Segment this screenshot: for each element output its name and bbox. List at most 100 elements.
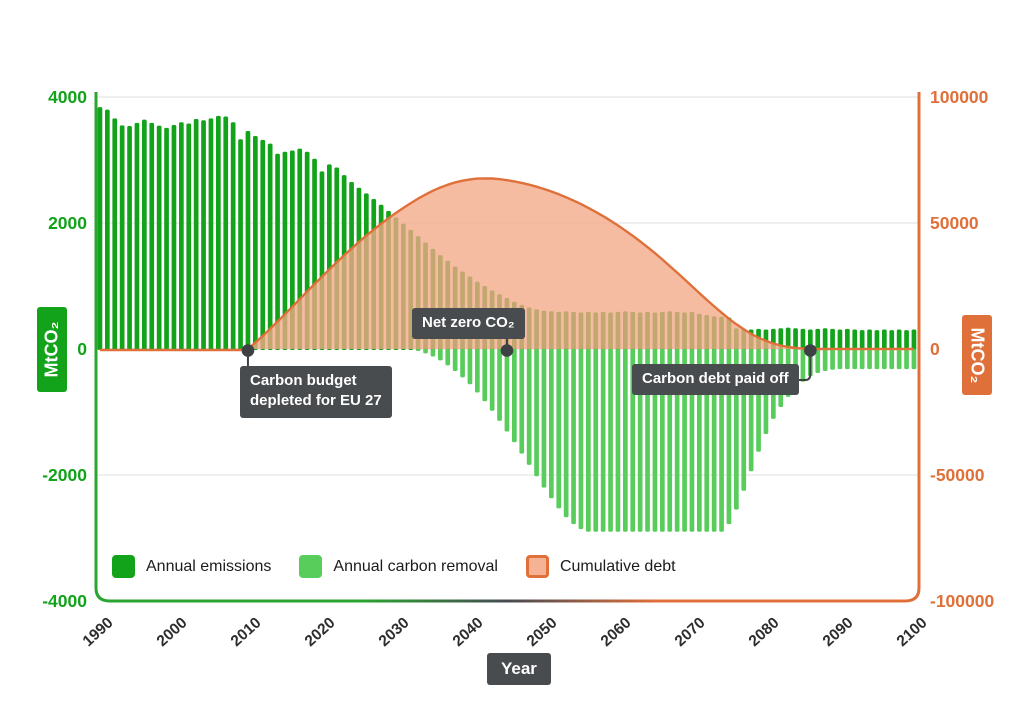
left-axis-tick: 4000 [48,87,87,107]
removal-bar [556,349,562,509]
removal-bar [415,349,421,351]
removal-bar [608,349,613,532]
right-axis-title: MtCO₂ [962,315,992,395]
carbon-budget-dot [241,344,255,357]
emissions-bar [216,115,221,351]
emissions-bar [874,330,880,350]
left-axis-tick: 2000 [48,213,87,233]
legend-item-cumulative-debt: Cumulative debt [525,555,676,578]
right-axis-tick: -100000 [930,591,994,611]
x-axis-tick: 2060 [598,614,635,650]
left-axis-title-text: MtCO₂ [41,321,62,378]
removal-bar [867,349,872,370]
removal-bar [800,349,806,382]
emissions-bar [112,118,118,350]
removal-bar [874,349,880,370]
removal-bar [445,349,451,366]
x-axis-tick: 2040 [450,614,487,650]
legend: Annual emissions Annual carbon removal C… [112,555,676,578]
emissions-bar [179,122,184,350]
emissions-bar [127,125,132,350]
removal-bar [845,349,850,370]
emissions-bar [119,125,125,350]
removal-bar [837,349,843,370]
x-axis-tick: 2010 [228,614,265,650]
x-axis-tick: 1990 [80,614,117,650]
removal-bar [600,349,606,532]
removal-bar [889,349,895,370]
removal-bar [623,349,628,532]
removal-bar [512,349,517,443]
emissions-bar [238,139,243,350]
debt-line [99,177,914,352]
removal-bar [904,349,909,370]
emissions-bar [845,328,850,350]
x-axis-tick: 2050 [524,614,561,650]
emissions-bar [911,329,917,350]
emissions-bar [793,328,798,350]
removal-bar [571,349,576,525]
removal-bar [896,349,902,370]
removal-bar [578,349,584,530]
annotation-carbon-budget-line2: depleted for EU 27 [250,392,382,410]
x-axis-tick: 2070 [672,614,709,650]
x-axis-tick: 2100 [894,614,931,650]
emissions-bar [275,153,280,350]
axis-frame [94,92,921,603]
right-axis-tick: -50000 [930,465,985,485]
emissions-bar [785,327,791,350]
legend-label: Annual carbon removal [333,557,498,575]
removal-swatch [299,555,323,578]
emissions-bar [171,125,177,350]
legend-item-annual-emissions: Annual emissions [112,555,271,578]
x-axis-title-text: Year [501,659,537,678]
x-axis-title: Year [487,653,551,685]
emissions-bar [230,122,236,350]
removal-bar [815,349,821,373]
emissions-bar [815,328,821,350]
emissions-bar [896,329,902,350]
left-axis-title: MtCO₂ [37,307,67,392]
net-zero-dot [500,344,514,357]
emissions-bar [134,122,140,350]
right-axis-tick: 50000 [930,213,979,233]
emissions-bar [882,329,887,350]
removal-bar [586,349,591,532]
removal-bar [423,349,428,354]
debt-area [99,178,914,350]
emissions-bar [852,329,858,350]
removal-bar [563,349,569,518]
removal-bar [460,349,465,378]
emissions-bar [260,139,266,350]
emissions-bar [889,330,895,350]
emissions-bar [223,116,229,350]
carbon-debt-dot [804,344,817,357]
removal-bar [593,349,599,532]
carbon-debt-connector [799,352,812,381]
emissions-bar [208,118,214,350]
removal-bar [541,349,547,488]
emissions-bar [267,143,273,350]
right-axis-tick: 0 [930,339,940,359]
annotation-carbon-budget-line1: Carbon budget [250,372,357,389]
emissions-bar [800,328,806,350]
annotation-net-zero: Net zero CO₂ [412,308,525,340]
removal-bar [526,349,532,465]
removal-bar [859,349,865,370]
removal-bar [852,349,858,370]
emissions-bar [97,107,103,350]
removal-bar [430,349,436,357]
emissions-swatch [112,555,135,578]
removal-bar [497,349,502,421]
left-axis-tick: -4000 [42,591,87,611]
removal-bar [482,349,488,402]
emissions-bar [149,122,155,350]
emissions-bar [290,150,295,350]
removal-bar [882,349,887,370]
emissions-bar [867,329,872,350]
annotation-carbon-debt-label: Carbon debt paid off [642,370,789,387]
removal-bar [467,349,473,385]
emissions-bar [193,119,199,350]
